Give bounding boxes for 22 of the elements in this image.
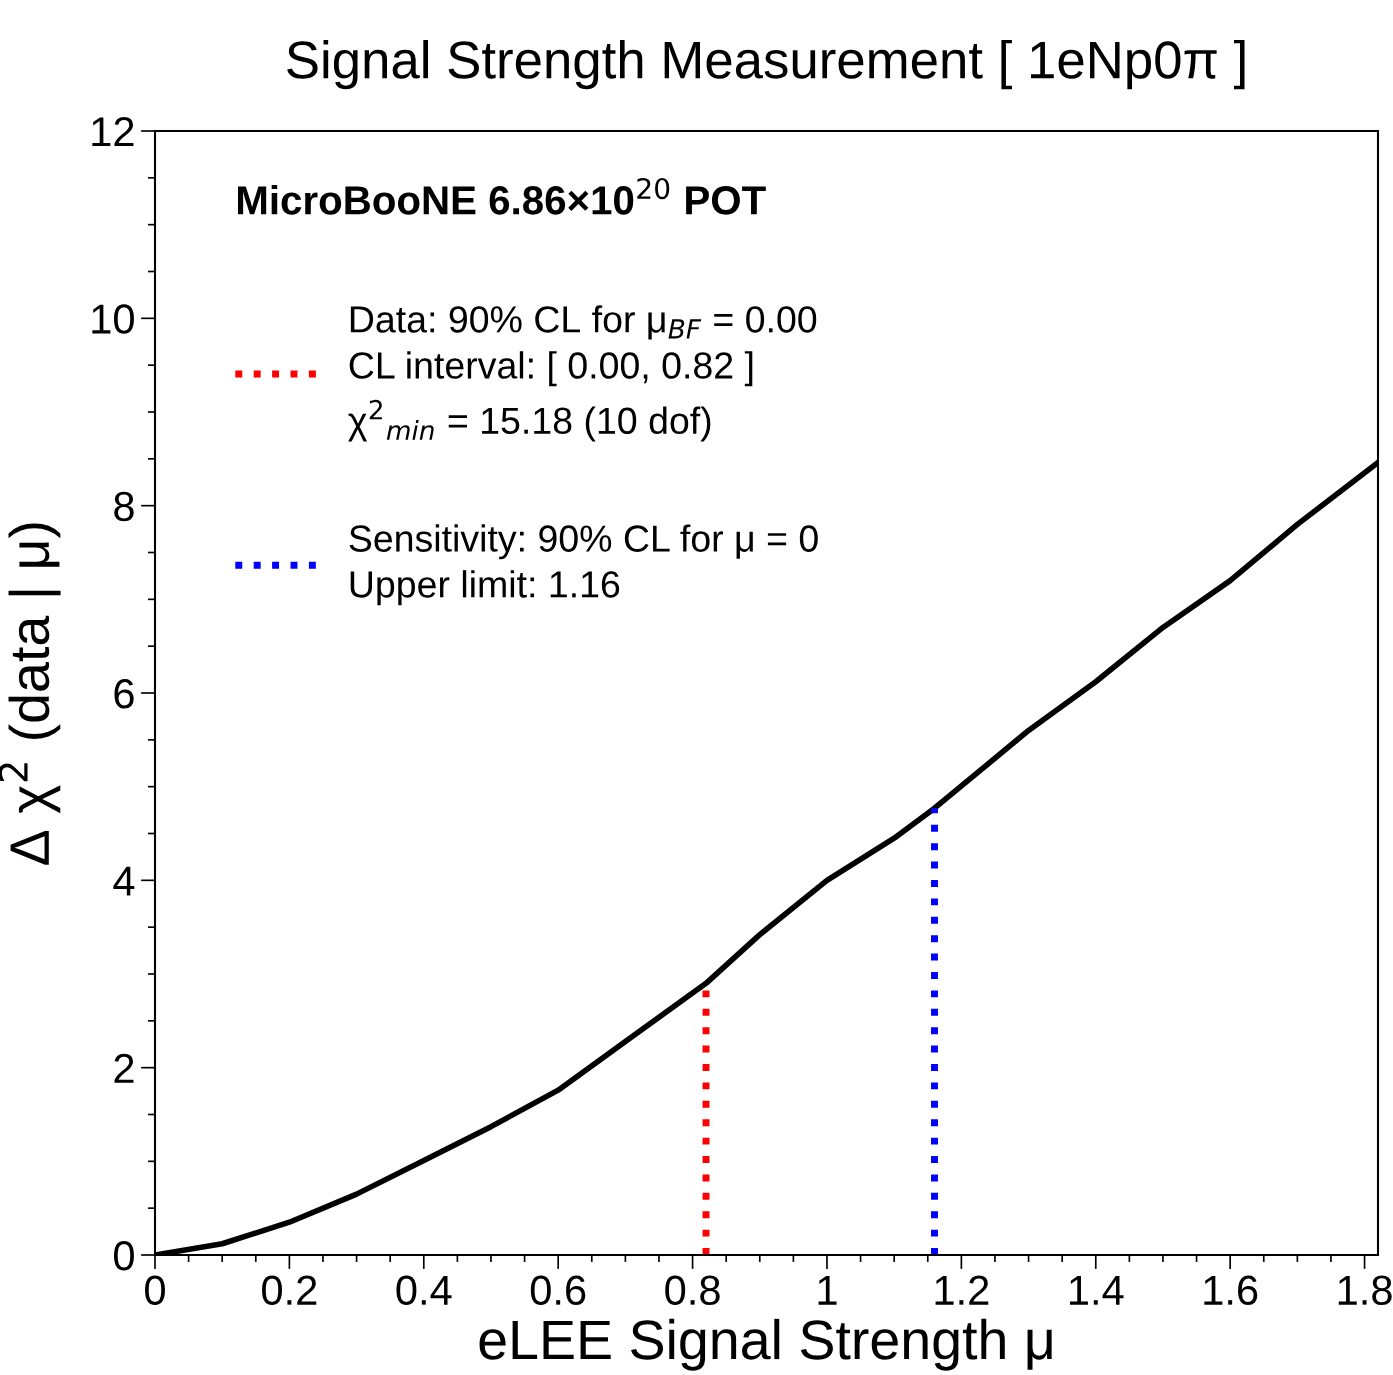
legend-label: Sensitivity: 90% CL for μ = 0 Upper limit: 1.16 xyxy=(349,524,818,606)
x-tick-label: 0.6 xyxy=(530,1275,586,1306)
x-tick-label: 1 xyxy=(818,1275,837,1305)
x-tick-label: 1.8 xyxy=(1338,1275,1392,1306)
y-tick-label: 4 xyxy=(113,866,135,896)
x-tick-label: 0.4 xyxy=(396,1275,452,1306)
y-tick-label: 6 xyxy=(114,679,134,709)
chart-title: Signal Strength Measurement [ 1eNp0π ] xyxy=(287,39,1245,90)
x-tick-label: 0 xyxy=(145,1275,165,1306)
y-tick-label: 2 xyxy=(114,1053,134,1083)
x-tick-label: 1.2 xyxy=(935,1275,989,1305)
legend-label: Data: 90% CL for μ$_{BF}$ = 0.00 CL interval: [ 0.00, 0.82 ] χ$^{2}$$_{min}$ = 15.18 (10 dof) xyxy=(348,305,817,442)
x-tick-label: 1.4 xyxy=(1069,1275,1124,1305)
y-tick-label: 0 xyxy=(114,1241,134,1271)
y-tick-label: 8 xyxy=(114,491,134,522)
y-tick-label: 10 xyxy=(92,304,134,334)
legend-title: MicroBooNE 6.86×10$^{20}$ POT xyxy=(238,177,766,215)
x-axis-title: eLEE Signal Strength μ xyxy=(479,1318,1052,1371)
y-tick-label: 12 xyxy=(92,117,134,147)
x-tick-label: 1.6 xyxy=(1204,1275,1258,1306)
x-tick-label: 0.2 xyxy=(262,1275,317,1306)
x-tick-label: 0.8 xyxy=(665,1275,720,1306)
